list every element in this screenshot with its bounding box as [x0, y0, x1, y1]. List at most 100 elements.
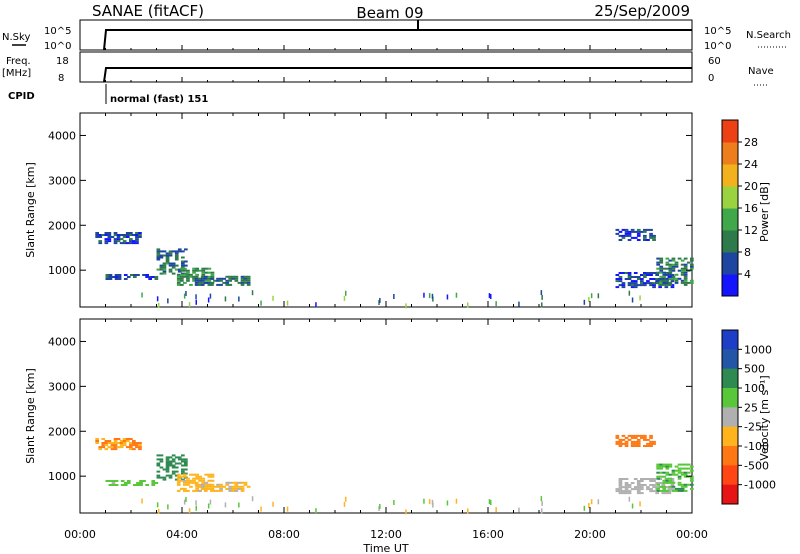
velocity-cell	[110, 446, 115, 449]
velocity-cell	[659, 485, 664, 488]
velocity-cell	[107, 446, 112, 449]
power-cell	[246, 279, 251, 282]
power-cell	[631, 297, 634, 303]
power-cell	[197, 283, 202, 286]
power-cell	[108, 276, 113, 278]
velocity-cell	[159, 454, 164, 457]
velocity-cell	[207, 483, 211, 486]
velocity-cell	[636, 440, 641, 443]
power-cell	[98, 236, 103, 238]
velocity-cell	[665, 471, 670, 474]
power-cell	[174, 256, 179, 259]
power-cell	[583, 299, 586, 305]
power-cell	[135, 234, 139, 236]
velocity-cell	[176, 489, 181, 492]
power-cell	[490, 294, 492, 299]
power-cell	[674, 277, 679, 280]
power-cell	[636, 232, 641, 235]
velocity-cell	[210, 479, 215, 482]
velocity-cell	[664, 492, 669, 495]
velocity-cell	[195, 473, 199, 476]
velocity-cell	[188, 508, 191, 514]
power-cell	[680, 273, 685, 276]
velocity-cell	[180, 479, 184, 482]
velocity-cell	[668, 485, 673, 488]
power-cell	[683, 275, 688, 278]
velocity-cell	[627, 486, 632, 489]
velocity-cell	[656, 467, 660, 470]
velocity-cell	[132, 440, 136, 442]
velocity-cell	[636, 492, 641, 495]
power-cell	[628, 290, 631, 296]
power-cell	[643, 274, 647, 276]
velocity-cell	[142, 480, 146, 482]
velocity-cell	[665, 473, 670, 476]
power-cell	[168, 264, 173, 267]
velocity-cell	[633, 486, 638, 489]
velocity-cell	[207, 479, 212, 482]
power-cell	[690, 281, 694, 284]
power-cell	[183, 275, 187, 278]
velocity-cell	[216, 489, 220, 492]
velocity-cell	[201, 479, 206, 482]
power-cell	[246, 275, 251, 278]
power-cell	[627, 274, 632, 276]
power-cell	[213, 279, 217, 282]
velocity-cell	[686, 471, 691, 474]
power-cell	[639, 295, 641, 301]
power-cell	[237, 281, 242, 284]
velocity-cell	[225, 487, 230, 490]
power-cell	[122, 234, 127, 236]
velocity-cell	[174, 462, 179, 465]
velocity-cell	[181, 458, 185, 461]
power-cell	[192, 271, 196, 274]
power-cell	[95, 234, 99, 236]
velocity-cell	[618, 484, 623, 486]
power-cell	[165, 260, 170, 263]
power-cell	[671, 267, 676, 270]
velocity-cell	[231, 485, 236, 488]
power-colorbar-tick-label: 8	[744, 246, 751, 259]
velocity-cell	[640, 488, 644, 491]
power-cell	[219, 279, 223, 282]
velocity-cell	[618, 492, 623, 495]
power-cell	[621, 228, 626, 231]
velocity-cell	[108, 480, 113, 482]
power-cell	[207, 283, 212, 286]
power-cell	[210, 283, 214, 286]
velocity-cell	[105, 480, 110, 482]
power-cell	[154, 276, 159, 278]
power-cell	[664, 282, 669, 285]
velocity-cell	[627, 438, 632, 441]
power-cell	[652, 239, 656, 241]
power-cell	[116, 234, 121, 236]
velocity-cell	[203, 489, 208, 492]
power-cell	[627, 282, 632, 285]
power-cell	[633, 286, 638, 289]
velocity-cell	[649, 440, 653, 443]
power-cell	[621, 282, 626, 285]
velocity-cell	[671, 471, 676, 474]
velocity-cell	[315, 508, 317, 514]
power-cell	[200, 277, 205, 280]
velocity-cell	[640, 492, 644, 495]
velocity-cell	[680, 467, 685, 470]
velocity-cell	[630, 434, 635, 437]
velocity-cell	[683, 473, 688, 476]
power-cell	[177, 248, 182, 251]
power-cell	[683, 265, 688, 268]
power-cell	[181, 250, 185, 253]
power-cell	[98, 234, 103, 236]
power-cell	[671, 263, 676, 266]
velocity-cell	[649, 434, 653, 437]
power-cell	[125, 236, 130, 238]
velocity-cell	[624, 492, 629, 495]
velocity-cell	[135, 444, 139, 447]
nsky-tick-top: 10^5	[44, 26, 71, 37]
velocity-cell	[157, 508, 160, 514]
velocity-cell	[615, 442, 620, 445]
power-cell	[129, 234, 133, 236]
velocity-cell	[683, 483, 688, 486]
power-cell	[615, 278, 620, 280]
power-ytick-label: 4000	[48, 129, 76, 142]
